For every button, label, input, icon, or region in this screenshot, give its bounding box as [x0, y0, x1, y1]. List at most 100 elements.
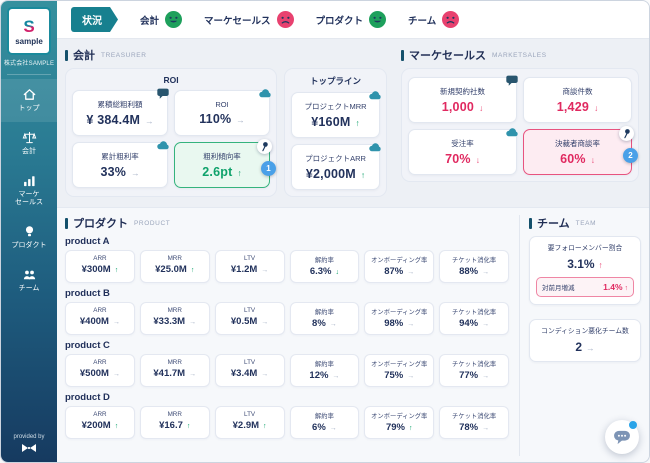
metric-value-row: ¥16.7 ↑ — [142, 420, 208, 431]
metric-value-row: 8% → — [292, 318, 358, 329]
team-section: チーム TEAM 要フォローメンバー割合 3.1% ↑ 対前月増減 1.4% ↑ — [519, 215, 641, 456]
sidebar-item-top[interactable]: トップ — [1, 79, 57, 122]
sidebar-item-team[interactable]: チーム — [1, 259, 57, 302]
tab-accounting[interactable]: 会計 — [140, 11, 183, 28]
product-metric-card[interactable]: LTV ¥0.5M → — [214, 302, 285, 335]
kpi-card-roi[interactable]: ROI 110% → — [174, 89, 271, 136]
product-metric-card[interactable]: チケット消化率 88% → — [439, 250, 509, 283]
product-metric-card[interactable]: MRR ¥16.7 ↑ — [139, 406, 210, 439]
product-metric-card[interactable]: ARR ¥500M → — [65, 354, 135, 387]
product-metric-card[interactable]: MRR ¥41.7M → — [139, 354, 210, 387]
metric-value: ¥25.0M — [155, 264, 187, 275]
tab-team[interactable]: チーム — [408, 11, 460, 28]
trend-arrow: → — [407, 373, 415, 380]
kpi-card-project-arr[interactable]: プロジェクトARR ¥2,000M ↑ — [291, 143, 381, 190]
status-tag[interactable]: 状況 — [71, 7, 118, 32]
tab-label: 会計 — [140, 15, 160, 27]
section-subtitle: MARKETSALES — [492, 51, 547, 59]
metric-value: ¥16.7 — [159, 420, 183, 431]
trend-arrow: ↓ — [475, 155, 480, 165]
product-metric-card[interactable]: オンボーディング率 79% ↑ — [364, 406, 435, 439]
product-metric-card[interactable]: チケット消化率 94% → — [439, 302, 509, 335]
kpi-label: 粗利傾向率 — [203, 152, 241, 161]
notification-badge[interactable]: 1 — [261, 161, 276, 177]
sidebar-item-label: マーケ セールス — [15, 190, 43, 207]
comment-icon — [156, 87, 170, 100]
metric-value: 12% — [309, 370, 329, 381]
sidebar-item-label: トップ — [18, 105, 40, 112]
product-metric-card[interactable]: ARR ¥400M → — [65, 302, 135, 335]
product-section-header: プロダクト PRODUCT — [65, 215, 509, 231]
sidebar-item-marketsales[interactable]: マーケ セールス — [1, 165, 57, 217]
kpi-value: 70% — [445, 152, 471, 166]
metric-label: チケット消化率 — [452, 361, 497, 368]
kpi-card-order-rate[interactable]: 受注率 70% ↓ — [408, 128, 518, 175]
product-metric-card[interactable]: 解約率 6% → — [289, 406, 360, 439]
metric-value: 75% — [384, 370, 404, 381]
metric-label: MRR — [167, 359, 182, 366]
product-metric-card[interactable]: オンボーディング率 98% → — [364, 302, 435, 335]
kpi-card-follow-members[interactable]: 要フォローメンバー割合 3.1% ↑ 対前月増減 1.4% ↑ — [529, 236, 641, 306]
kpi-card-cumulative-gross-margin[interactable]: 累計粗利率 33% → — [72, 141, 169, 188]
top-status-bar: 状況 会計 マーケセールス — [57, 1, 649, 39]
trend-arrow: → — [131, 168, 140, 178]
product-metric-card[interactable]: LTV ¥3.4M → — [214, 354, 285, 387]
metric-value: 78% — [459, 422, 479, 433]
tab-product[interactable]: プロダクト — [316, 11, 387, 28]
trend-arrow: ↑ — [598, 260, 603, 271]
provided-by-label: provided by — [13, 434, 45, 440]
sidebar-item-label: プロダクト — [11, 242, 47, 249]
product-metric-card[interactable]: ARR ¥200M ↑ — [65, 406, 135, 439]
product-metric-card[interactable]: MRR ¥33.3M → — [139, 302, 210, 335]
product-metric-card[interactable]: チケット消化率 77% → — [439, 354, 509, 387]
kpi-label: 新規契約社数 — [440, 87, 485, 96]
kpi-card-deal-count[interactable]: 商談件数 1,429 ↓ — [523, 77, 632, 123]
product-metric-card[interactable]: MRR ¥25.0M ↑ — [139, 250, 210, 283]
product-row-cards: ARR ¥200M ↑ MRR ¥16.7 ↑ LTV ¥2.9M ↑ 解約率 6% → オンボーディン… — [65, 406, 509, 439]
product-metric-card[interactable]: オンボーディング率 75% → — [364, 354, 435, 387]
product-metric-card[interactable]: オンボーディング率 87% → — [364, 250, 435, 283]
kpi-card-decision-maker-rate[interactable]: 2 決裁者商談率 60% ↓ — [523, 126, 638, 175]
product-metric-card[interactable]: 解約率 6.3% ↓ — [289, 250, 360, 283]
metric-value-row: ¥200M ↑ — [67, 420, 133, 431]
metric-label: チケット消化率 — [452, 257, 497, 264]
notification-badge[interactable]: 2 — [623, 148, 638, 164]
product-row-cards: ARR ¥500M → MRR ¥41.7M → LTV ¥3.4M → 解約率 12% → オンボーデ… — [65, 354, 509, 387]
product-metric-card[interactable]: 解約率 12% → — [289, 354, 360, 387]
chat-widget-button[interactable] — [605, 420, 639, 454]
product-metric-card[interactable]: 解約率 8% → — [289, 302, 360, 335]
metric-label: ARR — [93, 359, 107, 366]
metric-value: 88% — [459, 266, 479, 277]
kpi-card-cumulative-gross-profit[interactable]: 累積総粗利額 ¥ 384.4M → — [72, 87, 170, 136]
sidebar-item-product[interactable]: プロダクト — [1, 216, 57, 259]
tab-marketsales[interactable]: マーケセールス — [204, 11, 294, 28]
kpi-value: 3.1% — [567, 257, 595, 272]
marketsales-group: 新規契約社数 1,000 ↓ 商談件数 1,429 ↓ — [401, 68, 639, 182]
product-metric-card[interactable]: LTV ¥2.9M ↑ — [214, 406, 285, 439]
metric-value-row: ¥25.0M ↑ — [142, 264, 208, 275]
trend-arrow: → — [407, 269, 415, 276]
product-metric-card[interactable]: LTV ¥1.2M → — [214, 250, 285, 283]
topline-group: トップライン プロジェクトMRR ¥160M ↑ — [284, 68, 387, 197]
product-metric-card[interactable]: チケット消化率 78% → — [439, 406, 509, 439]
metric-value-row: ¥0.5M → — [217, 316, 283, 327]
sidebar-item-accounting[interactable]: 会計 — [1, 122, 57, 165]
bar-chart-icon — [23, 175, 35, 186]
sidebar-item-label: チーム — [18, 284, 40, 292]
metric-value-row: 94% → — [441, 318, 507, 329]
kpi-card-new-contracts[interactable]: 新規契約社数 1,000 ↓ — [408, 75, 518, 123]
kpi-label: プロジェクトARR — [305, 154, 366, 163]
kpi-card-gross-profit-trend[interactable]: 1 粗利傾向率 2.6pt ↑ — [174, 139, 276, 188]
kpi-card-condition-teams[interactable]: コンディション悪化チーム数 2 → — [529, 319, 641, 363]
metric-value: ¥41.7M — [153, 368, 186, 379]
sub-kpi-value: 1.4% — [603, 282, 623, 293]
kpi-value: 2 — [575, 340, 583, 355]
kpi-label: 累計粗利率 — [101, 152, 139, 161]
trend-arrow: ↑ — [263, 423, 267, 430]
product-metric-card[interactable]: ARR ¥300M ↑ — [65, 250, 135, 283]
home-icon — [23, 89, 35, 100]
metric-value: ¥1.2M — [230, 264, 258, 275]
kpi-card-project-mrr[interactable]: プロジェクトMRR ¥160M ↑ — [291, 91, 381, 138]
mood-happy-icon — [369, 11, 387, 28]
